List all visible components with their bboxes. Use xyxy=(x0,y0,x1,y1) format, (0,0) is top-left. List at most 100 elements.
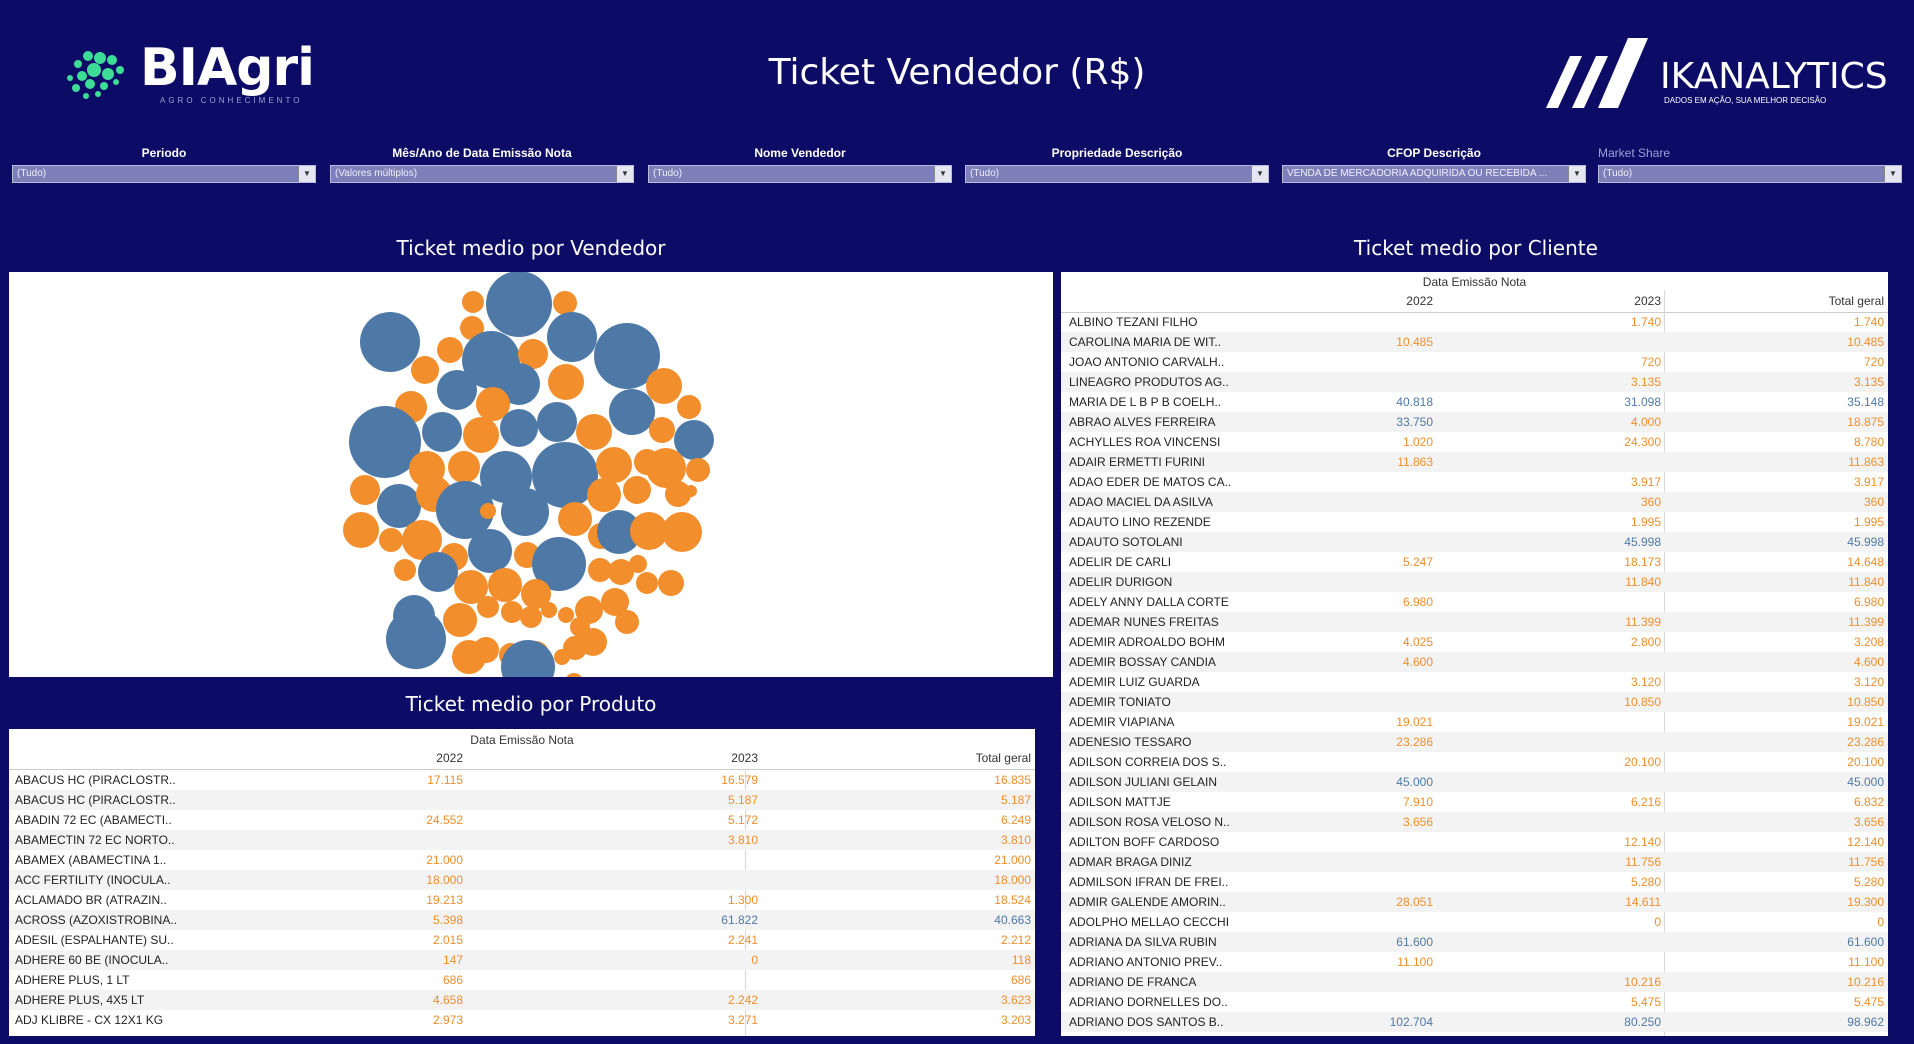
seller-bubble[interactable] xyxy=(594,323,660,389)
seller-bubble[interactable] xyxy=(565,673,583,691)
seller-bubble[interactable] xyxy=(498,363,540,405)
chevron-down-icon[interactable]: ▼ xyxy=(298,166,315,182)
seller-bubble[interactable] xyxy=(468,529,512,573)
seller-bubble[interactable] xyxy=(443,603,477,637)
seller-bubble[interactable] xyxy=(563,636,587,660)
seller-bubble[interactable] xyxy=(454,570,488,604)
seller-bubble[interactable] xyxy=(685,485,697,497)
seller-bubble[interactable] xyxy=(629,555,647,573)
table-row[interactable]: ADILTON BOFF CARDOSO 12.140 12.140 xyxy=(1061,832,1888,852)
filter-dropdown[interactable]: (Valores múltiplos) ▼ xyxy=(330,165,634,183)
seller-bubble[interactable] xyxy=(462,291,484,313)
filter-cfop[interactable]: CFOP Descrição VENDA DE MERCADORIA ADQUI… xyxy=(1282,145,1586,183)
seller-bubble[interactable] xyxy=(500,409,538,447)
table-row[interactable]: ADHERE PLUS, 4X5 LT 4.658 2.242 3.623 xyxy=(9,990,1035,1010)
seller-bubble[interactable] xyxy=(379,528,403,552)
table-row[interactable]: MARIA DE L B P B COELH.. 40.818 31.098 35.1… xyxy=(1061,392,1888,412)
table-row[interactable]: ADEMIR BOSSAY CANDIA 4.600 4.600 xyxy=(1061,652,1888,672)
seller-bubble[interactable] xyxy=(394,559,416,581)
table-row[interactable]: ADILSON JULIANI GELAIN 45.000 45.000 xyxy=(1061,772,1888,792)
seller-bubble[interactable] xyxy=(486,271,552,337)
seller-bubble[interactable] xyxy=(658,570,684,596)
chevron-down-icon[interactable]: ▼ xyxy=(934,166,951,182)
table-row[interactable]: ADAO MACIEL DA ASILVA 360 360 xyxy=(1061,492,1888,512)
seller-bubble[interactable] xyxy=(636,572,658,594)
table-row[interactable]: JOAO ANTONIO CARVALH.. 720 720 xyxy=(1061,352,1888,372)
table-row[interactable]: ADRIANO DOS SANTOS B.. 102.704 80.250 98.96… xyxy=(1061,1012,1888,1032)
table-row[interactable]: ABRAO ALVES FERREIRA 33.750 4.000 18.875 xyxy=(1061,412,1888,432)
seller-bubble[interactable] xyxy=(596,447,632,483)
table-row[interactable]: ALBINO TEZANI FILHO 1.740 1.740 xyxy=(1061,312,1888,332)
seller-bubble[interactable] xyxy=(630,512,668,550)
seller-bubble[interactable] xyxy=(518,339,548,369)
table-row[interactable]: ADRIANO ANTONIO PREV.. 11.100 11.100 xyxy=(1061,952,1888,972)
seller-bubble[interactable] xyxy=(350,475,380,505)
seller-bubble[interactable] xyxy=(477,596,499,618)
seller-bubble[interactable] xyxy=(488,568,522,602)
seller-bubble[interactable] xyxy=(537,402,577,442)
table-row[interactable]: ADRIANA DA SILVA RUBIN 61.600 61.600 xyxy=(1061,932,1888,952)
table-row[interactable]: ABADIN 72 EC (ABAMECTI.. 24.552 5.172 6.249 xyxy=(9,810,1035,830)
seller-bubble[interactable] xyxy=(662,512,702,552)
filter-dropdown[interactable]: VENDA DE MERCADORIA ADQUIRIDA OU RECEBID… xyxy=(1282,165,1586,183)
seller-bubble[interactable] xyxy=(480,503,496,519)
seller-bubble[interactable] xyxy=(448,451,480,483)
table-row[interactable]: ADILSON CORREIA DOS S.. 20.100 20.100 xyxy=(1061,752,1888,772)
table-row[interactable]: ADAUTO SOTOLANI 45.998 45.998 xyxy=(1061,532,1888,552)
seller-bubble[interactable] xyxy=(646,368,682,404)
table-row[interactable]: ADHERE PLUS, 1 LT 686 686 xyxy=(9,970,1035,990)
seller-bubble[interactable] xyxy=(623,476,651,504)
table-row[interactable]: ACHYLLES ROA VINCENSI 1.020 24.300 8.780 xyxy=(1061,432,1888,452)
table-row[interactable]: ACLAMADO BR (ATRAZIN.. 19.213 1.300 18.524 xyxy=(9,890,1035,910)
seller-bubble[interactable] xyxy=(460,316,484,340)
table-row[interactable]: ADILSON ROSA VELOSO N.. 3.656 3.656 xyxy=(1061,812,1888,832)
filter-dropdown[interactable]: (Tudo) ▼ xyxy=(648,165,952,183)
table-row[interactable]: ADEMIR ADROALDO BOHM 4.025 2.800 3.208 xyxy=(1061,632,1888,652)
seller-bubble[interactable] xyxy=(520,606,542,628)
seller-bubble[interactable] xyxy=(360,312,420,372)
seller-bubble[interactable] xyxy=(437,337,463,363)
seller-bubble[interactable] xyxy=(615,610,639,634)
table-row[interactable]: ADMILSON IFRAN DE FREI.. 5.280 5.280 xyxy=(1061,872,1888,892)
table-row[interactable]: ADEMIR LUIZ GUARDA 3.120 3.120 xyxy=(1061,672,1888,692)
seller-bubble[interactable] xyxy=(674,420,714,460)
table-row[interactable]: ADHERE 60 BE (INOCULA.. 147 0 118 xyxy=(9,950,1035,970)
seller-bubble[interactable] xyxy=(575,596,603,624)
table-row[interactable]: ADMIR GALENDE AMORIN.. 28.051 14.611 19.300 xyxy=(1061,892,1888,912)
seller-bubble[interactable] xyxy=(386,609,446,669)
seller-bubble[interactable] xyxy=(418,552,458,592)
filter-dropdown[interactable]: (Tudo) ▼ xyxy=(965,165,1269,183)
seller-bubble[interactable] xyxy=(436,481,494,539)
table-row[interactable]: ADAUTO LINO REZENDE 1.995 1.995 xyxy=(1061,512,1888,532)
table-row[interactable]: ADRIANO DE FRANCA 10.216 10.216 xyxy=(1061,972,1888,992)
seller-bubble[interactable] xyxy=(587,478,621,512)
seller-bubble[interactable] xyxy=(437,370,477,410)
seller-bubble[interactable] xyxy=(422,412,462,452)
table-row[interactable]: ABACUS HC (PIRACLOSTR.. 17.115 16.579 16.83… xyxy=(9,770,1035,790)
seller-bubble[interactable] xyxy=(476,387,510,421)
seller-bubble[interactable] xyxy=(548,364,584,400)
seller-bubble[interactable] xyxy=(501,488,549,536)
chevron-down-icon[interactable]: ▼ xyxy=(1568,166,1585,182)
seller-bubble[interactable] xyxy=(349,406,421,478)
seller-bubble[interactable] xyxy=(597,510,641,554)
chevron-down-icon[interactable]: ▼ xyxy=(616,166,633,182)
seller-bubble[interactable] xyxy=(402,520,442,560)
filter-dropdown[interactable]: (Tudo) ▼ xyxy=(1598,165,1902,183)
table-row[interactable]: ADESIL (ESPALHANTE) SU.. 2.015 2.241 2.212 xyxy=(9,930,1035,950)
chevron-down-icon[interactable]: ▼ xyxy=(1884,166,1901,182)
table-row[interactable]: ACROSS (AZOXISTROBINA.. 5.398 61.822 40.663 xyxy=(9,910,1035,930)
table-row[interactable]: ADELY ANNY DALLA CORTE 6.980 6.980 xyxy=(1061,592,1888,612)
table-row[interactable]: ABAMECTIN 72 EC NORTO.. 3.810 3.810 xyxy=(9,830,1035,850)
seller-bubble[interactable] xyxy=(558,607,574,623)
seller-bubble[interactable] xyxy=(649,417,675,443)
seller-bubble[interactable] xyxy=(608,559,634,585)
table-row[interactable]: ADEMAR NUNES FREITAS 11.399 11.399 xyxy=(1061,612,1888,632)
table-row[interactable]: ADAIR ERMETTI FURINI 11.863 11.863 xyxy=(1061,452,1888,472)
seller-bubble[interactable] xyxy=(665,481,691,507)
seller-bubble[interactable] xyxy=(576,414,612,450)
seller-bubble[interactable] xyxy=(609,389,655,435)
seller-bubble[interactable] xyxy=(646,448,686,488)
filter-market-share[interactable]: Market Share (Tudo) ▼ xyxy=(1598,145,1902,183)
table-row[interactable]: ADILSON MATTJE 7.910 6.216 6.832 xyxy=(1061,792,1888,812)
